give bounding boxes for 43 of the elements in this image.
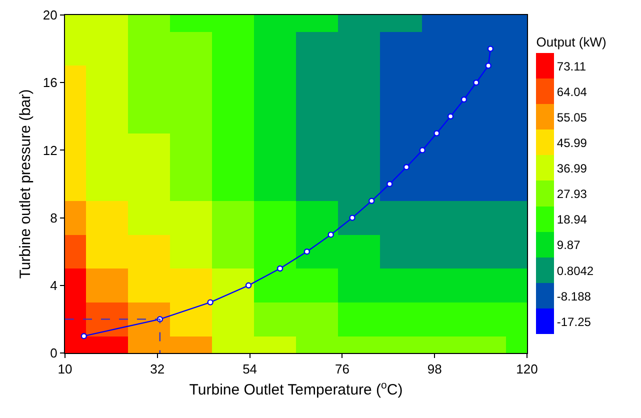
point [368,198,375,204]
point [460,96,468,103]
y-tick-label: 0 [50,346,58,361]
color-bar-label: 45.99 [556,136,588,150]
x-tick-label: 76 [334,362,350,377]
point [349,214,356,221]
point [386,180,393,188]
y-tick-label: 8 [50,210,58,226]
color-bar-label: -17.25 [556,314,592,329]
point [447,113,454,120]
point [485,62,492,69]
color-bar-label: 27.93 [556,187,588,202]
color-bar-label: 55.05 [556,110,588,125]
color-bar-label: 9.87 [556,238,581,252]
point [403,164,410,170]
color-bar-label: 18.94 [556,212,588,227]
color-bar-label: 36.99 [556,162,588,176]
point [80,333,87,340]
x-tick-label: 54 [242,362,258,377]
point [328,232,334,238]
color-bar-label: -8.188 [556,289,592,304]
point [207,299,214,306]
x-axis-title: Turbine Outlet Temperature ($^{o}$C) [189,379,403,399]
y-tick-label: 4 [50,278,58,293]
color-bar-label: 0.8042 [556,264,594,278]
point [473,80,480,86]
x-tick-label: 98 [427,362,442,377]
x-tick-label: 10 [58,362,72,377]
x-tick-label: 120 [516,362,538,377]
y-tick-label: 12 [42,142,58,158]
color-bar-title: Output (kW) [536,34,606,50]
point [434,130,440,136]
x-tick-label: 32 [150,362,165,377]
point [245,282,252,288]
point [419,147,426,154]
y-tick-label: 16 [42,75,58,90]
color-bar-label: 64.04 [556,85,588,100]
y-axis-title: Turbine outlet pressure (bar) [17,89,34,279]
y-tick-label: 20 [42,8,58,23]
point [276,265,284,272]
point [487,46,494,52]
color-bar-label: 73.11 [556,60,586,74]
point [304,248,310,255]
